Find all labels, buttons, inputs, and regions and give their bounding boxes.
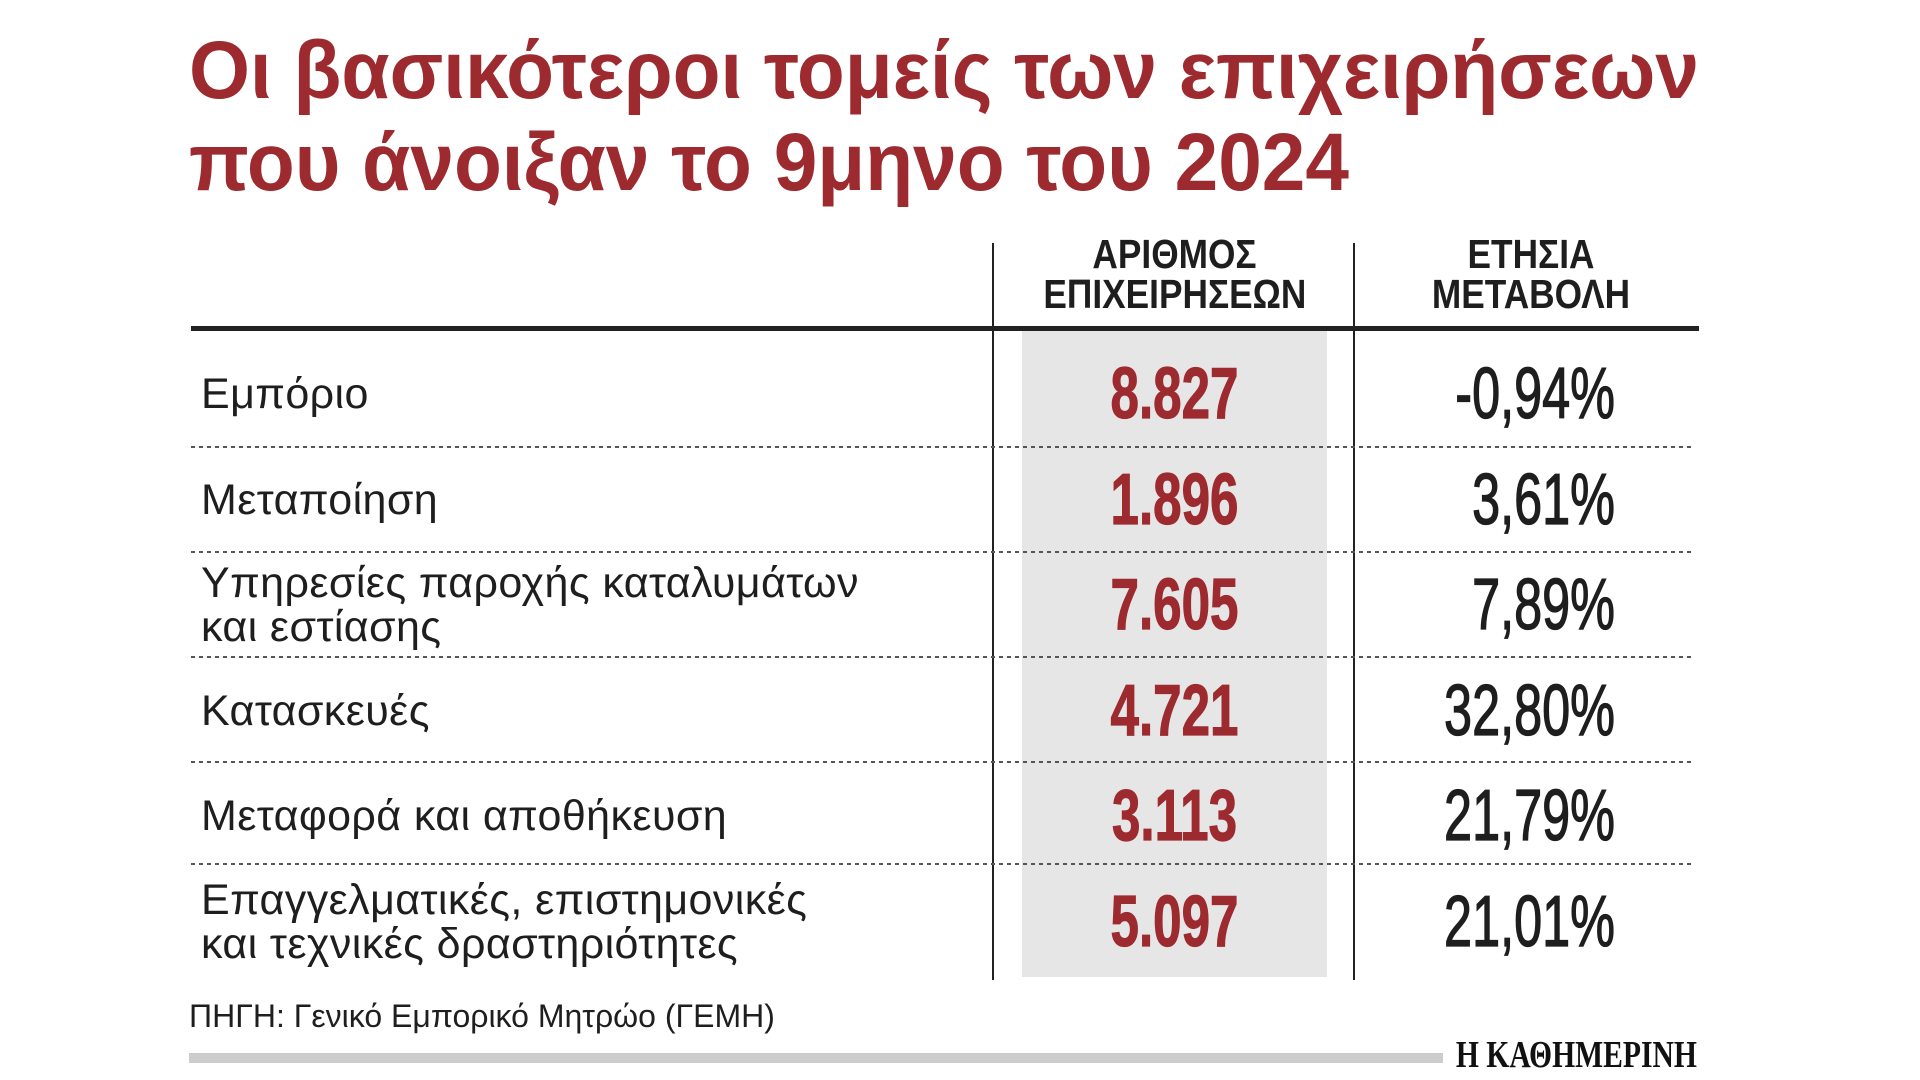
highlight-band (1022, 331, 1327, 977)
column-header-annual-change: ΕΤΗΣΙΑ ΜΕΤΑΒΟΛΗ (1381, 231, 1682, 317)
chart-title-line: Οι βασικότεροι τομείς των επιχειρήσεων (189, 25, 1699, 116)
column-header-line: ΕΠΙΧΕΙΡΗΣΕΩΝ (1043, 271, 1307, 317)
row-label-line: Κατασκευές (201, 687, 430, 735)
annual-change-value: 7,89% (1472, 565, 1616, 645)
chart-title: Οι βασικότεροι τομείς των επιχειρήσεων π… (189, 25, 1699, 209)
table-row: Επαγγελματικές, επιστημονικές και τεχνικ… (0, 869, 1920, 975)
business-count-value: 5.097 (1110, 882, 1239, 962)
column-divider (992, 243, 994, 980)
row-label-line: και εστίασης (201, 603, 442, 651)
row-label-line: Εμπόριο (201, 370, 369, 418)
business-count-value: 7.605 (1110, 565, 1239, 645)
business-count-value: 3.113 (1111, 776, 1238, 856)
annual-change-value: -0,94% (1455, 354, 1616, 434)
column-header-line: ΑΡΙΘΜΟΣ (1092, 231, 1257, 277)
row-label: Επαγγελματικές, επιστημονικές και τεχνικ… (201, 869, 807, 975)
table-row: Μεταποίηση 1.896 3,61% (0, 447, 1920, 553)
table-row: Μεταφορά και αποθήκευση 3.113 21,79% (0, 763, 1920, 869)
annual-change-value: 3,61% (1472, 460, 1616, 540)
row-label-line: Επαγγελματικές, επιστημονικές (201, 876, 808, 924)
chart-title-line: που άνοιξαν το 9μηνο του 2024 (189, 117, 1350, 208)
row-label: Κατασκευές (201, 658, 430, 764)
column-header-line: ΜΕΤΑΒΟΛΗ (1431, 271, 1631, 317)
row-label-line: και τεχνικές δραστηριότητες (201, 920, 739, 968)
row-divider (191, 446, 1692, 448)
table-row: Κατασκευές 4.721 32,80% (0, 658, 1920, 764)
row-divider (191, 656, 1692, 658)
annual-change-value: 21,01% (1444, 882, 1616, 962)
publisher-logo: Η ΚΑΘΗΜΕΡΙΝΗ (1455, 1034, 1697, 1076)
footer-bar (189, 1053, 1443, 1063)
row-divider (191, 761, 1692, 763)
column-divider (1353, 243, 1355, 980)
business-count-value: 8.827 (1110, 354, 1239, 434)
row-label: Υπηρεσίες παροχής καταλυμάτων και εστίασ… (201, 552, 859, 658)
table-row: Υπηρεσίες παροχής καταλυμάτων και εστίασ… (0, 552, 1920, 658)
row-label: Εμπόριο (201, 341, 369, 447)
annual-change-value: 21,79% (1444, 776, 1616, 856)
row-label: Μεταφορά και αποθήκευση (201, 763, 727, 869)
row-label: Μεταποίηση (201, 447, 438, 553)
table-row: Εμπόριο 8.827 -0,94% (0, 341, 1920, 447)
row-divider (191, 863, 1692, 865)
business-count-value: 1.896 (1110, 460, 1239, 540)
row-label-line: Μεταφορά και αποθήκευση (201, 792, 728, 840)
row-label-line: Μεταποίηση (201, 476, 439, 524)
column-header-business-count: ΑΡΙΘΜΟΣ ΕΠΙΧΕΙΡΗΣΕΩΝ (1043, 231, 1307, 317)
header-rule (191, 326, 1699, 331)
row-label-line: Υπηρεσίες παροχής καταλυμάτων (201, 559, 859, 607)
annual-change-value: 32,80% (1444, 671, 1616, 751)
column-header-line: ΕΤΗΣΙΑ (1467, 231, 1595, 277)
source-note: ΠΗΓΗ: Γενικό Εμπορικό Μητρώο (ΓΕΜΗ) (189, 998, 775, 1034)
business-count-value: 4.721 (1110, 671, 1239, 751)
row-divider (191, 551, 1692, 553)
